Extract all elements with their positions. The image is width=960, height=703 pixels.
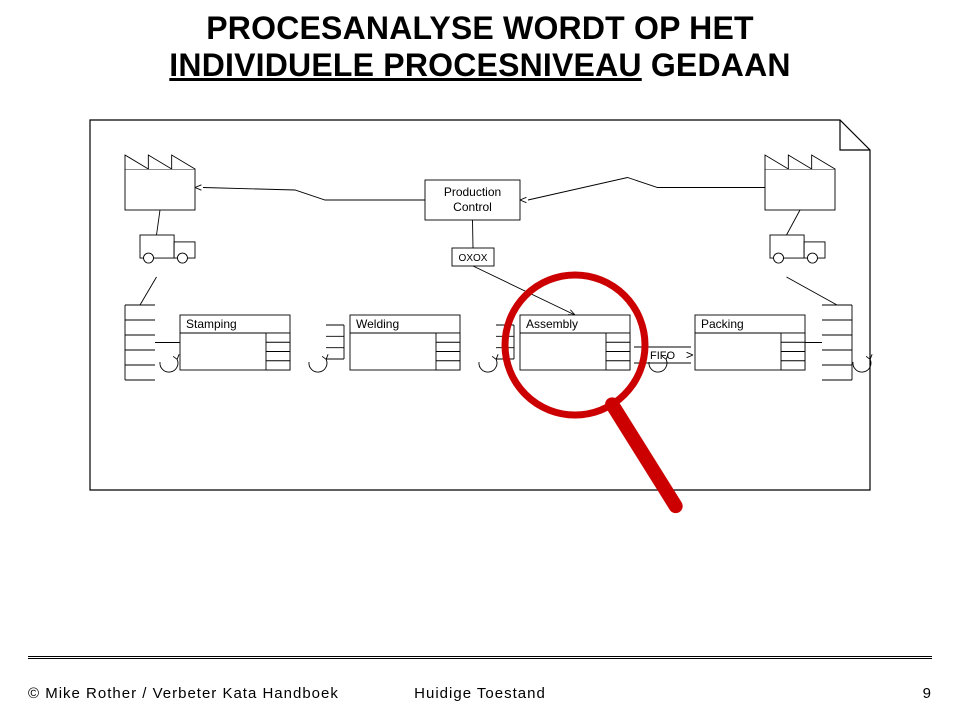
svg-text:Assembly: Assembly [526, 317, 578, 331]
title-after-underline: GEDAAN [642, 47, 791, 83]
vsm-diagram: ProductionControl OXOX Stamping Welding Asse… [70, 110, 890, 540]
title-line1: PROCESANALYSE WORDT OP HET [206, 10, 754, 46]
footer-divider [28, 656, 932, 659]
svg-text:Production: Production [444, 185, 501, 199]
page-title: PROCESANALYSE WORDT OP HET INDIVIDUELE P… [0, 10, 960, 84]
footer-center: Huidige Toestand [28, 685, 932, 702]
svg-text:Stamping: Stamping [186, 317, 237, 331]
svg-text:Welding: Welding [356, 317, 399, 331]
footer-right: 9 [923, 685, 932, 702]
svg-text:Control: Control [453, 200, 492, 214]
svg-text:OXOX: OXOX [459, 253, 488, 264]
svg-text:Packing: Packing [701, 317, 744, 331]
svg-text:FIFO: FIFO [650, 350, 675, 362]
page: PROCESANALYSE WORDT OP HET INDIVIDUELE P… [0, 0, 960, 703]
title-underlined: INDIVIDUELE PROCESNIVEAU [169, 47, 641, 83]
